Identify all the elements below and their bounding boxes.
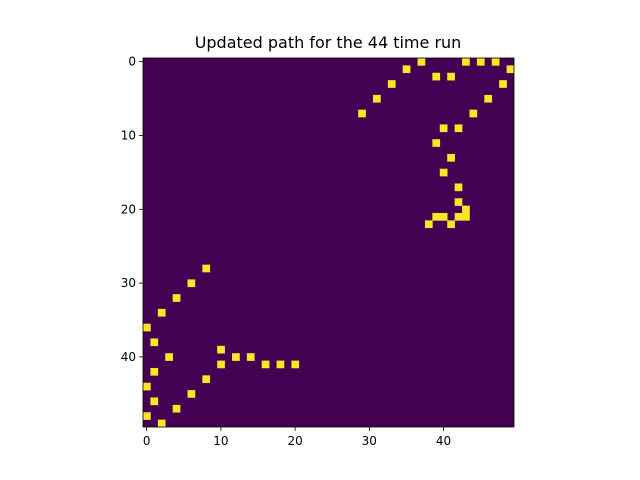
heatmap-cell [447,72,455,81]
heatmap-cell [484,94,493,103]
heatmap-cell [202,264,211,273]
heatmap-cell [469,109,478,118]
heatmap-cell [417,58,426,66]
x-tick-label: 10 [213,434,228,448]
plot-area [142,57,515,428]
heatmap-cell [432,139,441,147]
plot-frame [142,57,515,428]
heatmap-cell [454,212,463,221]
heatmap-cell [439,168,448,177]
heatmap-cell [358,109,366,118]
heatmap-cell [150,397,159,406]
chart-title: Updated path for the 44 time run [195,33,462,52]
heatmap-cell [232,353,240,361]
heatmap-cell [476,58,485,66]
heatmap-cell [491,58,500,66]
heatmap-cell [276,360,285,369]
heatmap-cell [462,205,470,214]
heatmap-cell [432,212,441,221]
heatmap-cell [454,198,463,206]
heatmap-cell [143,382,151,391]
y-axis: 0 10 20 30 40 [121,55,143,364]
heatmap-cell [439,124,448,133]
heatmap-cell [165,353,173,361]
x-axis: 0 10 20 30 40 [143,427,451,448]
heatmap-background [143,58,514,427]
heatmap-cell [447,153,455,162]
heatmap-cell [150,338,159,347]
heatmap-cell [439,212,448,221]
heatmap-cell [454,183,463,192]
heatmap-cell [217,360,225,369]
heatmap-cell [172,404,181,413]
heatmap-cell [447,220,455,229]
heatmap-cell [187,279,196,288]
heatmap-cell [387,80,396,88]
heatmap-cell [246,353,255,361]
heatmap-cell [261,360,270,369]
y-tick-label: 10 [121,128,136,142]
y-tick-label: 40 [121,350,136,364]
heatmap-cell [187,390,196,398]
y-tick-label: 0 [128,55,136,69]
heatmap-cell [432,72,441,81]
heatmap-cell [373,94,381,103]
y-tick-label: 30 [121,276,136,290]
x-tick-label: 20 [287,434,302,448]
heatmap-cell [454,124,463,133]
x-tick-label: 0 [143,434,151,448]
heatmap-cell [202,375,211,384]
heatmap-cell [143,412,151,420]
heatmap-cell [157,419,166,428]
heatmap-cell [150,367,159,376]
heatmap-cell [291,360,300,369]
heatmap-cell [462,58,470,66]
heatmap-cell [172,294,181,302]
x-tick-label: 40 [436,434,451,448]
heatmap-cell [143,323,151,332]
heatmap-cell [499,80,507,88]
heatmap-cell [462,212,470,221]
heatmap-cell [424,220,433,229]
heatmap-cell [402,65,411,74]
heatmap-cell [157,308,166,317]
heatmap-cell [217,345,225,354]
y-tick-label: 20 [121,202,136,216]
heatmap-cell [506,65,515,74]
x-tick-label: 30 [362,434,377,448]
